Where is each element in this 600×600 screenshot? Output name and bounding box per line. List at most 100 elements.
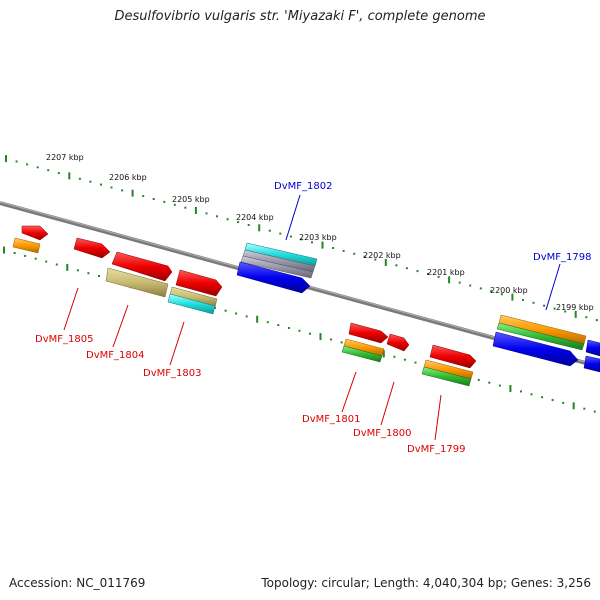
- kbp-label: 2199 kbp: [556, 303, 594, 312]
- upper-track-minor-tick: [289, 235, 292, 238]
- gene-feature-1798[interactable]: [492, 314, 600, 373]
- lower-track-major-tick: [319, 333, 322, 341]
- upper-track-minor-tick: [173, 203, 176, 206]
- lower-track-minor-tick: [340, 341, 343, 344]
- upper-track-minor-tick: [247, 224, 250, 226]
- lower-track-minor-tick: [393, 355, 396, 358]
- upper-track-minor-tick: [437, 275, 440, 278]
- lower-track-minor-tick: [593, 410, 596, 413]
- lower-track-major-tick: [572, 402, 575, 410]
- gene-feature-1803[interactable]: [167, 269, 223, 315]
- lower-track-major-tick: [382, 350, 385, 358]
- gene-feature-1799[interactable]: [421, 344, 477, 387]
- gene-label-1803[interactable]: DvMF_1803: [143, 368, 201, 379]
- upper-track-minor-tick: [152, 198, 155, 200]
- upper-track-minor-tick: [490, 290, 493, 293]
- lower-track-minor-tick: [76, 269, 79, 272]
- gene-label-1804[interactable]: DvMF_1804: [86, 350, 144, 361]
- upper-track-minor-tick: [332, 247, 335, 249]
- map-title: Desulfovibrio vulgaris str. 'Miyazaki F'…: [114, 9, 486, 24]
- gene-label-1798[interactable]: DvMF_1798: [533, 252, 591, 263]
- lower-track-major-tick: [509, 385, 512, 392]
- upper-track-minor-tick: [226, 218, 229, 221]
- lower-track-minor-tick: [403, 358, 406, 361]
- upper-track-minor-tick: [26, 163, 29, 166]
- upper-track-minor-tick: [15, 160, 18, 163]
- kbp-label: 2201 kbp: [427, 268, 465, 277]
- upper-track-minor-tick: [553, 307, 556, 310]
- upper-track-minor-tick: [469, 284, 472, 287]
- upper-track-minor-tick: [205, 212, 208, 215]
- upper-track-major-tick: [131, 189, 134, 197]
- upper-track-minor-tick: [585, 316, 588, 319]
- upper-track-minor-tick: [416, 270, 419, 273]
- gene-label-1801[interactable]: DvMF_1801: [302, 414, 360, 425]
- gene-label-1805[interactable]: DvMF_1805: [35, 334, 93, 345]
- kbp-label: 2207 kbp: [46, 153, 84, 162]
- upper-track-minor-tick: [564, 310, 567, 313]
- gene-label-1802[interactable]: DvMF_1802: [274, 181, 332, 192]
- gene-label-1800[interactable]: DvMF_1800: [353, 428, 411, 439]
- upper-track-major-tick: [68, 172, 71, 180]
- lower-track-minor-tick: [477, 378, 480, 381]
- upper-track-minor-tick: [89, 180, 92, 183]
- leader-line-1805: [63, 287, 79, 331]
- upper-track-minor-tick: [216, 215, 218, 218]
- kbp-label: 2206 kbp: [109, 173, 147, 182]
- upper-track-minor-tick: [78, 177, 81, 180]
- gene-feature-1802[interactable]: [236, 242, 318, 294]
- upper-track-minor-tick: [47, 169, 50, 172]
- lower-track-minor-tick: [224, 309, 227, 312]
- gene-feature-1804[interactable]: [73, 237, 173, 298]
- gene-feature-1800[interactable]: [386, 333, 410, 352]
- upper-track-minor-tick: [36, 166, 39, 169]
- upper-track-minor-tick: [237, 221, 240, 224]
- lower-track-minor-tick: [34, 257, 37, 260]
- upper-track-minor-tick: [500, 293, 503, 296]
- upper-track-major-tick: [5, 155, 7, 163]
- lower-track-minor-tick: [245, 315, 248, 318]
- upper-track-minor-tick: [353, 252, 356, 255]
- upper-track-major-tick: [574, 310, 577, 318]
- lower-track-minor-tick: [414, 361, 417, 364]
- lower-track-minor-tick: [498, 384, 501, 387]
- gene-label-1799[interactable]: DvMF_1799: [407, 444, 465, 455]
- lower-track-major-tick: [3, 246, 5, 254]
- lower-track-minor-tick: [287, 327, 290, 329]
- lower-track-minor-tick: [24, 254, 27, 257]
- lower-track-minor-tick: [13, 252, 16, 254]
- upper-track-minor-tick: [405, 267, 408, 270]
- leader-line-1798: [545, 263, 561, 311]
- upper-track-minor-tick: [311, 241, 313, 244]
- kbp-label: 2204 kbp: [236, 213, 274, 222]
- lower-track-minor-tick: [45, 260, 48, 263]
- upper-track-minor-tick: [184, 206, 187, 209]
- lower-track-major-tick: [256, 315, 259, 323]
- accession-text: Accession: NC_011769: [9, 576, 146, 590]
- upper-track-minor-tick: [57, 172, 60, 175]
- lower-track-minor-tick: [235, 312, 238, 315]
- lower-track-major-tick: [66, 263, 69, 271]
- leader-line-1800: [380, 381, 395, 426]
- upper-track-minor-tick: [268, 229, 271, 232]
- kbp-label: 2205 kbp: [172, 195, 210, 204]
- kbp-label: 2203 kbp: [299, 233, 337, 242]
- upper-track-minor-tick: [121, 189, 124, 192]
- upper-track-minor-tick: [110, 186, 113, 189]
- lower-track-minor-tick: [520, 390, 522, 393]
- kbp-label: 2200 kbp: [490, 286, 528, 295]
- lower-track-minor-tick: [541, 396, 544, 399]
- genome-summary-text: Topology: circular; Length: 4,040,304 bp…: [261, 576, 591, 590]
- upper-track-major-tick: [321, 241, 324, 249]
- upper-track-minor-tick: [532, 301, 535, 304]
- upper-track-minor-tick: [374, 258, 377, 261]
- gene-feature-1801[interactable]: [341, 322, 389, 363]
- kbp-label: 2202 kbp: [363, 251, 401, 260]
- gene-feature-1805[interactable]: [12, 225, 49, 254]
- upper-track-minor-tick: [279, 232, 282, 235]
- upper-track-minor-tick: [342, 249, 345, 252]
- upper-track-minor-tick: [363, 255, 366, 258]
- leader-line-1803: [169, 321, 185, 366]
- upper-track-major-tick: [258, 224, 261, 232]
